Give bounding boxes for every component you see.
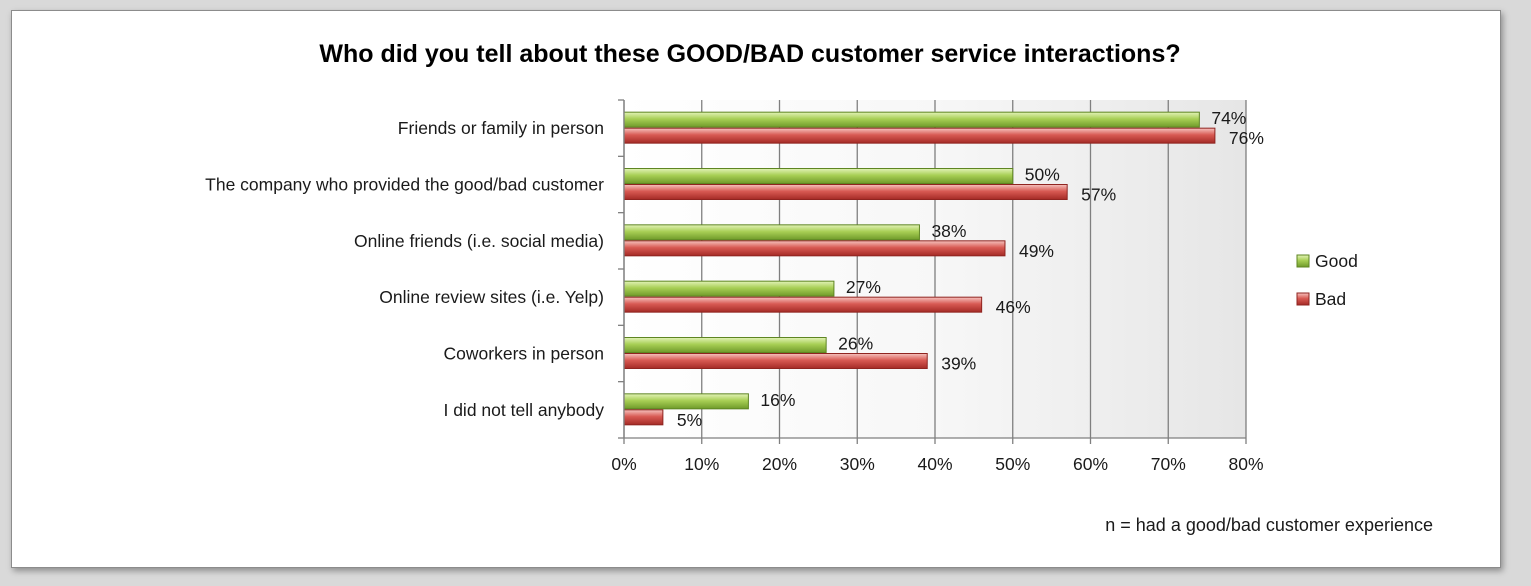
category-label: Friends or family in person	[398, 118, 604, 138]
bar-good	[623, 224, 920, 241]
data-label-good: 16%	[760, 390, 795, 410]
data-label-good: 27%	[846, 277, 881, 297]
x-tick-label: 20%	[762, 454, 797, 474]
category-label: Online review sites (i.e. Yelp)	[379, 287, 604, 307]
bar-bad	[623, 353, 928, 369]
data-label-bad: 57%	[1081, 185, 1116, 205]
x-tick-label: 10%	[684, 454, 719, 474]
data-label-good: 74%	[1211, 108, 1246, 128]
legend-label-good: Good	[1315, 251, 1358, 271]
bar-good	[623, 280, 835, 297]
data-label-good: 38%	[931, 221, 966, 241]
legend-label-bad: Bad	[1315, 289, 1346, 309]
bar-good	[623, 393, 749, 410]
legend-swatch-good	[1296, 254, 1310, 268]
x-tick-label: 60%	[1073, 454, 1108, 474]
x-tick-label: 30%	[840, 454, 875, 474]
x-tick-label: 40%	[917, 454, 952, 474]
bar-bad	[623, 240, 1006, 257]
data-label-bad: 76%	[1229, 128, 1264, 148]
x-tick-label: 70%	[1151, 454, 1186, 474]
bar-bad	[623, 127, 1216, 144]
data-label-bad: 46%	[996, 297, 1031, 317]
category-label: Coworkers in person	[444, 344, 604, 364]
data-label-good: 50%	[1025, 165, 1060, 185]
x-tick-label: 50%	[995, 454, 1030, 474]
legend-swatch-bad	[1296, 292, 1310, 306]
bar-good	[623, 168, 1014, 184]
data-label-good: 26%	[838, 334, 873, 354]
x-tick-label: 80%	[1228, 454, 1263, 474]
bar-bad	[623, 296, 983, 313]
bar-good	[623, 337, 827, 353]
data-label-bad: 5%	[677, 410, 702, 430]
bar-bad	[623, 409, 664, 426]
category-label: Online friends (i.e. social media)	[354, 231, 604, 251]
data-label-bad: 49%	[1019, 241, 1054, 261]
footnote: n = had a good/bad customer experience	[1105, 515, 1433, 535]
bar-bad	[623, 184, 1068, 200]
data-label-bad: 39%	[941, 354, 976, 374]
category-label: The company who provided the good/bad cu…	[205, 175, 604, 195]
chart-title: Who did you tell about these GOOD/BAD cu…	[319, 40, 1181, 68]
x-tick-label: 0%	[611, 454, 636, 474]
legend: Good Bad	[1296, 251, 1358, 309]
category-label: I did not tell anybody	[443, 400, 604, 420]
bar-good	[623, 111, 1200, 128]
